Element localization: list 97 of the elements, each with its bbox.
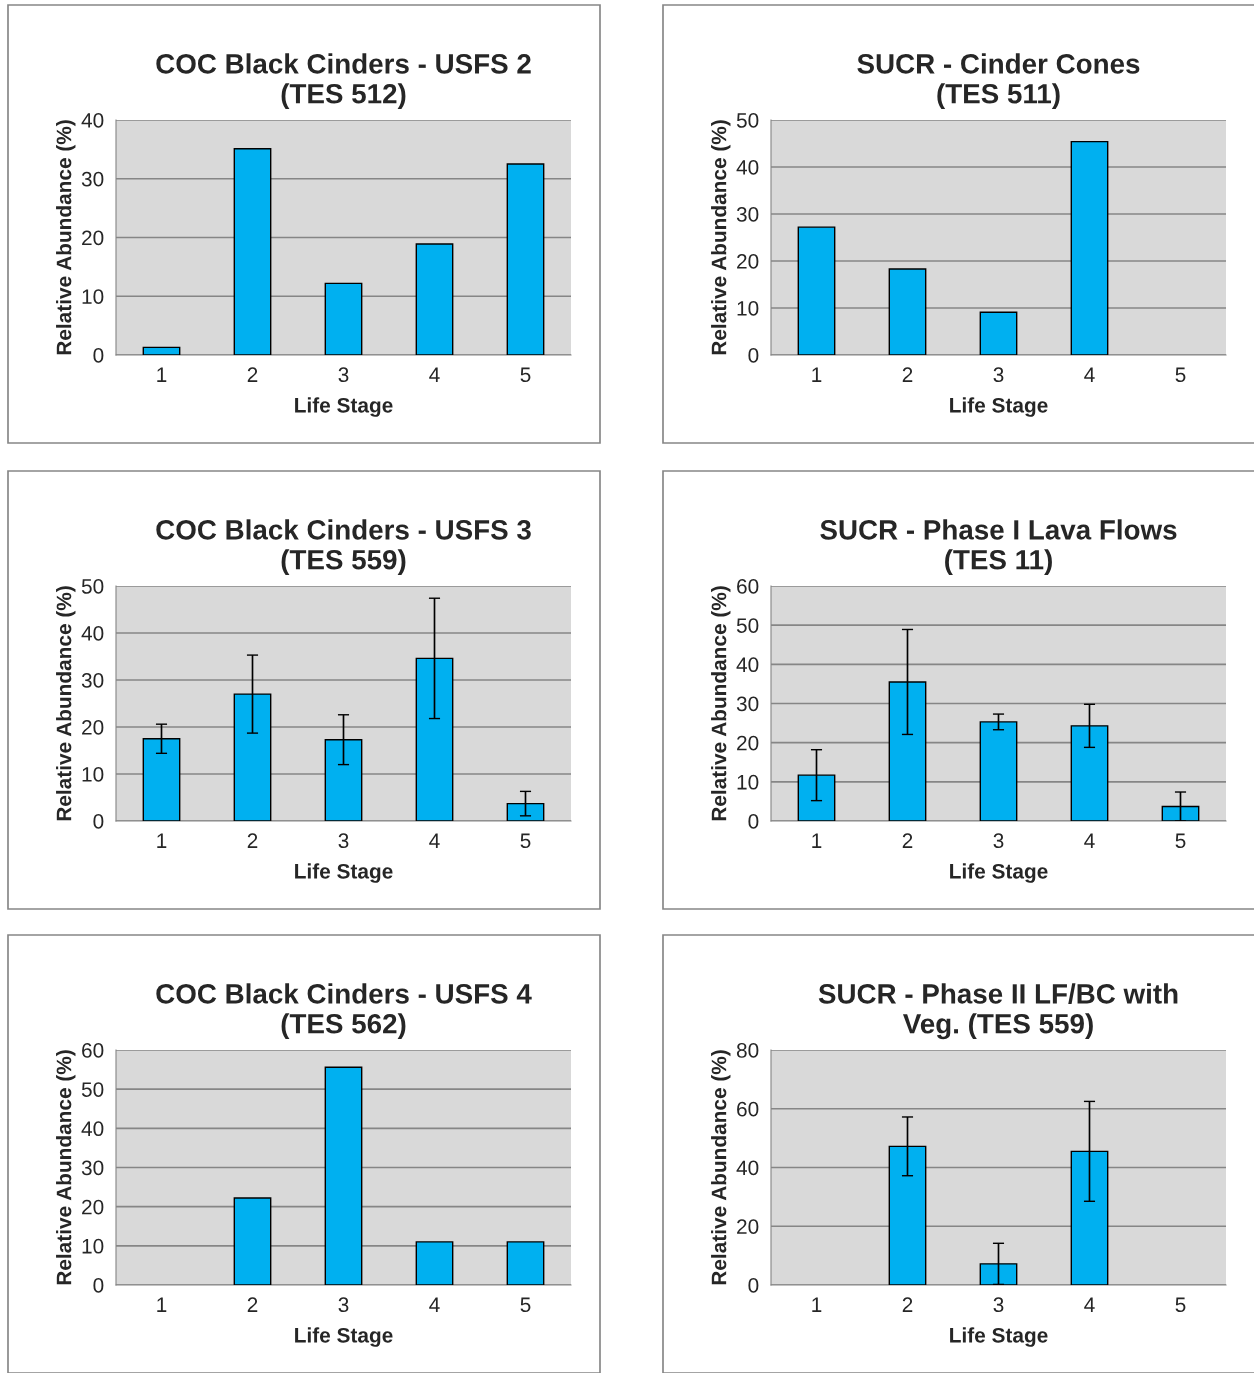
y-tick-label: 20 [737, 1219, 759, 1234]
x-tick-label: 1 [157, 833, 167, 848]
y-tick-label: 30 [736, 696, 759, 712]
x-tick-label: 4 [1084, 1297, 1095, 1312]
y-tick-label: 30 [81, 1160, 104, 1176]
y-tick-label: 20 [82, 1199, 104, 1215]
y-tick-label: 0 [748, 1278, 759, 1293]
chart-title: SUCR - Cinder Cones (TES 511) [857, 53, 1140, 110]
x-tick-label: 4 [429, 1297, 440, 1312]
y-tick-label: 40 [736, 160, 759, 175]
x-tick-label: 2 [247, 833, 258, 848]
x-tick-label: 5 [1175, 1297, 1186, 1313]
y-tick-label: 40 [736, 657, 759, 673]
y-axis-title: Relative Abundance (%) [711, 586, 731, 821]
y-tick-label: 20 [737, 735, 759, 751]
x-axis-title: Life Stage [295, 1327, 393, 1347]
x-tick-label: 2 [902, 367, 913, 382]
x-tick-label: 5 [520, 1297, 531, 1313]
y-axis-title: Relative Abundance (%) [56, 586, 76, 821]
x-tick-label: 5 [1175, 833, 1186, 849]
x-tick-label: 1 [812, 1297, 822, 1312]
bar [1070, 140, 1109, 355]
y-tick-label: 50 [81, 1082, 104, 1097]
chart-title: COC Black Cinders - USFS 4 (TES 562) [156, 983, 532, 1040]
y-tick-label: 20 [737, 254, 759, 269]
y-axis-title: Relative Abundance (%) [711, 120, 731, 355]
y-tick-label: 50 [736, 113, 759, 128]
bar [979, 311, 1018, 355]
x-axis-title: Life Stage [950, 1327, 1048, 1347]
bar [324, 282, 363, 355]
bar [233, 1197, 272, 1285]
x-tick-label: 2 [902, 1297, 913, 1312]
chart-title: SUCR - Phase II LF/BC with Veg. (TES 559) [818, 983, 1178, 1040]
y-tick-label: 30 [736, 207, 759, 222]
x-tick-label: 5 [520, 833, 531, 849]
x-tick-label: 1 [812, 367, 822, 382]
y-tick-label: 0 [748, 348, 759, 363]
x-tick-label: 3 [338, 1297, 349, 1313]
chart-title: COC Black Cinders - USFS 2 (TES 512) [156, 53, 531, 110]
y-tick-label: 0 [748, 814, 759, 829]
x-tick-label: 3 [993, 367, 1004, 383]
y-tick-label: 0 [93, 814, 104, 829]
y-axis-title: Relative Abundance (%) [56, 120, 76, 355]
bar [233, 148, 272, 355]
y-tick-label: 40 [81, 1121, 104, 1137]
bar [415, 1241, 454, 1285]
y-tick-label: 80 [736, 1043, 759, 1058]
y-tick-label: 10 [82, 767, 104, 782]
y-tick-label: 50 [736, 618, 759, 633]
x-tick-label: 4 [429, 367, 440, 382]
x-tick-label: 2 [247, 367, 258, 382]
bar [324, 1066, 363, 1285]
x-tick-label: 2 [902, 833, 913, 848]
x-tick-label: 1 [157, 1297, 167, 1312]
bar [506, 1241, 545, 1285]
y-tick-label: 60 [737, 1101, 759, 1117]
y-tick-label: 10 [737, 774, 759, 790]
y-tick-label: 20 [82, 230, 104, 246]
x-tick-label: 4 [1084, 367, 1095, 382]
x-tick-label: 1 [812, 833, 822, 848]
y-tick-label: 40 [736, 1160, 759, 1176]
y-tick-label: 40 [81, 626, 104, 641]
bar [415, 243, 454, 355]
x-tick-label: 4 [1084, 833, 1095, 848]
x-axis-title: Life Stage [950, 863, 1048, 883]
y-tick-label: 0 [93, 1278, 104, 1293]
x-tick-label: 3 [338, 367, 349, 383]
x-tick-label: 3 [993, 833, 1004, 849]
bar [142, 346, 181, 355]
y-tick-label: 40 [81, 113, 104, 128]
x-tick-label: 2 [247, 1297, 258, 1312]
y-tick-label: 30 [81, 673, 104, 688]
bar [797, 226, 836, 355]
chart-title: COC Black Cinders - USFS 3 (TES 559) [156, 519, 531, 576]
y-tick-label: 50 [81, 579, 104, 594]
x-tick-label: 4 [429, 833, 440, 848]
bar [888, 268, 927, 355]
x-axis-title: Life Stage [950, 397, 1048, 417]
y-tick-label: 10 [82, 1238, 104, 1254]
y-tick-label: 60 [82, 1043, 104, 1058]
x-axis-title: Life Stage [295, 397, 393, 417]
x-tick-label: 1 [157, 367, 167, 382]
y-tick-label: 20 [82, 720, 104, 735]
chart-title: SUCR - Phase I Lava Flows (TES 11) [820, 519, 1177, 576]
bar [506, 163, 545, 355]
x-tick-label: 5 [520, 367, 531, 383]
y-axis-title: Relative Abundance (%) [711, 1050, 731, 1285]
y-tick-label: 30 [81, 171, 104, 187]
x-tick-label: 3 [338, 833, 349, 849]
y-tick-label: 10 [82, 289, 104, 304]
y-tick-label: 10 [737, 301, 759, 316]
y-tick-label: 60 [737, 579, 759, 594]
y-tick-label: 0 [93, 348, 104, 363]
x-tick-label: 3 [993, 1297, 1004, 1313]
x-tick-label: 5 [1175, 367, 1186, 383]
y-axis-title: Relative Abundance (%) [56, 1050, 76, 1285]
x-axis-title: Life Stage [295, 863, 393, 883]
